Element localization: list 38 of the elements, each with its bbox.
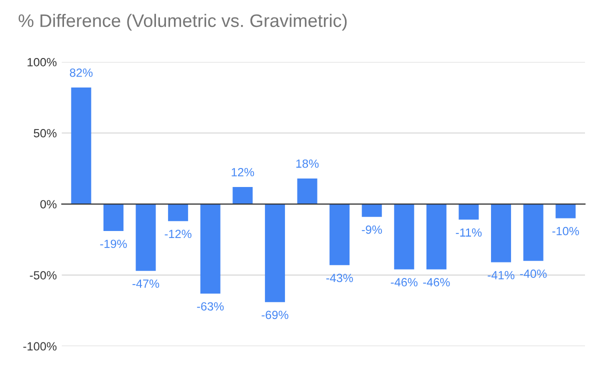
y-tick-label: 0% [40,200,57,208]
data-label: 82% [70,68,93,77]
bar [200,204,220,294]
bar [426,204,446,270]
bar [523,204,544,261]
data-label: -63% [197,302,224,311]
bar [330,204,350,266]
y-tick-label: -50% [30,271,57,280]
bar [556,204,576,218]
bar [71,88,92,204]
data-label: -40% [520,270,547,278]
data-label: -43% [326,274,353,282]
bar [458,204,479,220]
data-label: -46% [423,278,450,286]
bar [394,204,414,270]
bar [264,204,285,302]
y-tick-label: 100% [28,58,57,66]
bar [103,204,124,232]
bar [232,187,253,204]
data-label: -10% [552,226,579,236]
data-label: -19% [100,240,127,248]
bar [136,204,156,271]
y-tick-label: 50% [34,129,57,138]
data-label: -12% [164,230,192,238]
bar [297,178,318,204]
data-label: -69% [262,310,288,320]
data-label: -47% [132,280,160,288]
data-label: 12% [232,168,254,176]
bar [362,204,382,217]
bar [168,204,188,222]
data-label: -9% [362,225,382,234]
data-label: -46% [390,278,418,286]
data-label: 18% [296,159,319,168]
data-label: -41% [488,271,514,280]
bar [491,204,512,262]
chart-title: % Difference (Volumetric vs. Gravimetric) [18,14,347,31]
y-tick-label: -100% [23,342,57,351]
data-label: -11% [456,228,482,237]
